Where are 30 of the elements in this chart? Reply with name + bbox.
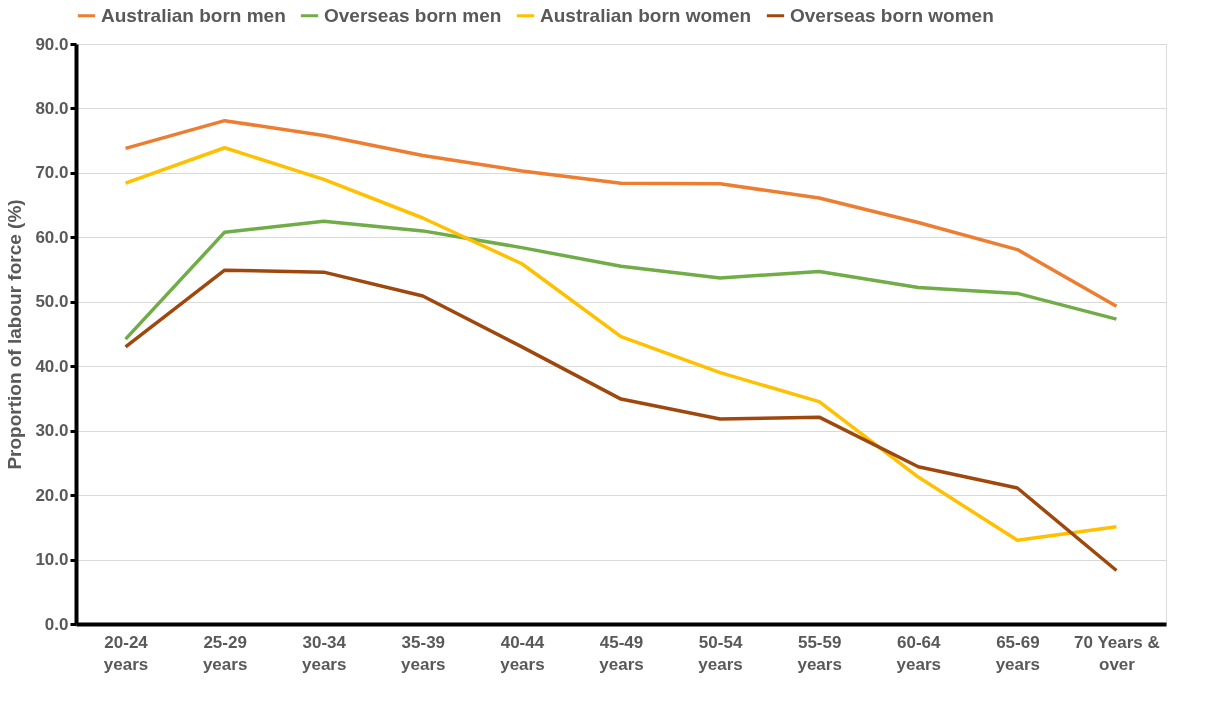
x-tick-label: 30-34 years — [302, 632, 347, 674]
y-tick-label: 60.0 — [35, 227, 69, 247]
y-tick-label: 20.0 — [35, 485, 69, 505]
legend-label: Australian born men — [101, 4, 286, 26]
y-tick-label: 50.0 — [35, 292, 69, 312]
line-series — [123, 118, 1119, 309]
x-tick-label: 45-49 years — [599, 632, 644, 674]
y-tick-label: 10.0 — [35, 550, 69, 570]
x-tick-label: 25-29 years — [202, 632, 248, 674]
y-tick-label: 70.0 — [35, 163, 69, 183]
y-tick-label: 30.0 — [35, 421, 69, 441]
y-tick-label: 40.0 — [35, 356, 69, 376]
x-tick-label: 35-39 years — [401, 632, 446, 674]
x-tick-label: 65-69 years — [995, 632, 1041, 674]
legend-label: Overseas born women — [790, 4, 994, 26]
y-tick-label: 80.0 — [35, 98, 69, 118]
line-series — [123, 146, 1119, 542]
y-tick-label: 90.0 — [35, 34, 69, 54]
y-axis-title: Proportion of labour force (%) — [4, 199, 26, 470]
x-tick-label: 60-64 years — [896, 632, 942, 674]
x-tick-label: 20-24 years — [103, 632, 149, 674]
line-series — [123, 268, 1119, 573]
y-tick-label: 0.0 — [44, 614, 69, 634]
x-tick-label: 40-44 years — [500, 632, 545, 674]
line-series — [123, 219, 1119, 341]
x-tick-label: 50-54 years — [698, 632, 743, 674]
x-tick-label: 70 Years & over — [1074, 632, 1160, 674]
x-tick-label: 55-59 years — [797, 632, 842, 674]
legend-label: Overseas born men — [324, 4, 502, 26]
legend-label: Australian born women — [540, 4, 752, 26]
